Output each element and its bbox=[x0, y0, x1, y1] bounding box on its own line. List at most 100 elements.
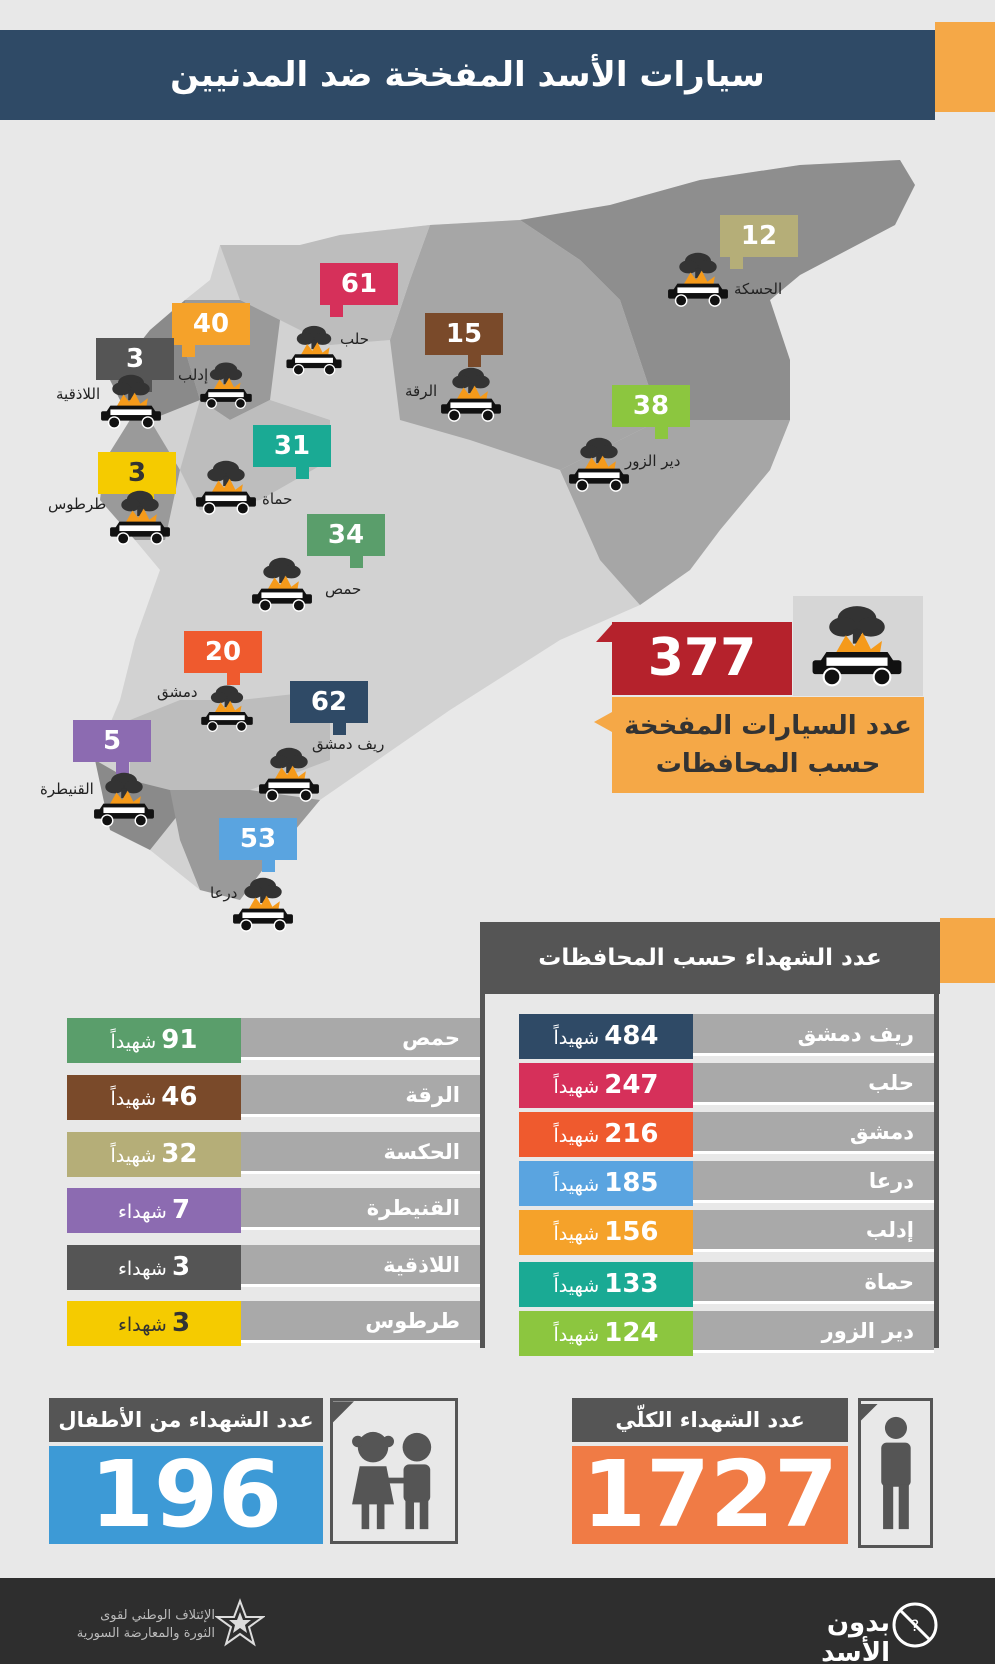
row-value: 7 شهداء bbox=[67, 1188, 241, 1233]
row-unit: شهيداً bbox=[553, 1174, 600, 1196]
row-count: 7 bbox=[171, 1195, 191, 1225]
brand-logo-icon: ? bbox=[892, 1602, 938, 1648]
table-row: دمشق 216 شهيداً bbox=[519, 1112, 934, 1157]
row-name: دير الزور bbox=[693, 1311, 934, 1353]
row-name: إدلب bbox=[693, 1210, 934, 1252]
car-bomb-icon bbox=[246, 555, 318, 613]
table-row: حمص 91 شهيداً bbox=[67, 1018, 480, 1063]
row-unit: شهيداً bbox=[110, 1088, 157, 1110]
children-icon bbox=[333, 1401, 432, 1530]
row-count: 124 bbox=[604, 1318, 659, 1348]
row-name: حلب bbox=[693, 1063, 934, 1105]
row-name: الرقة bbox=[241, 1075, 480, 1117]
table-row: طرطوس 3 شهداء bbox=[67, 1301, 480, 1346]
children-martyrs-label: عدد الشهداء من الأطفال bbox=[49, 1398, 323, 1442]
callout-daraa: 53 bbox=[219, 818, 297, 872]
footer-org-line2: الثورة والمعارضة السورية bbox=[76, 1626, 215, 1641]
total-label-tail bbox=[594, 712, 612, 732]
row-unit: شهداء bbox=[117, 1258, 167, 1280]
row-name: اللاذقية bbox=[241, 1245, 480, 1287]
table-row: الحكسة 32 شهيداً bbox=[67, 1132, 480, 1177]
total-cars-count: 377 bbox=[612, 622, 792, 695]
total-cars-tail bbox=[596, 622, 614, 642]
callout-damascus: 20 bbox=[184, 631, 262, 685]
car-bomb-icon bbox=[563, 435, 635, 493]
row-name: دمشق bbox=[693, 1112, 934, 1154]
callout-homs: 34 bbox=[307, 514, 385, 568]
row-unit: شهيداً bbox=[553, 1324, 600, 1346]
row-unit: شهداء bbox=[117, 1201, 167, 1223]
svg-text:?: ? bbox=[911, 1616, 920, 1635]
row-unit: شهيداً bbox=[553, 1275, 600, 1297]
row-value: 247 شهيداً bbox=[519, 1063, 693, 1108]
callout-hama: 31 bbox=[253, 425, 331, 479]
table-row: الرقة 46 شهيداً bbox=[67, 1075, 480, 1120]
row-name: الحكسة bbox=[241, 1132, 480, 1174]
header-bar bbox=[0, 30, 935, 120]
row-count: 32 bbox=[161, 1139, 198, 1169]
car-bomb-icon bbox=[283, 323, 345, 377]
row-value: 133 شهيداً bbox=[519, 1262, 693, 1307]
person-icon-frame bbox=[858, 1398, 933, 1548]
row-value: 46 شهيداً bbox=[67, 1075, 241, 1120]
table-row: اللاذقية 3 شهداء bbox=[67, 1245, 480, 1290]
total-martyrs-count: 1727 bbox=[572, 1446, 848, 1544]
car-bomb-icon bbox=[662, 250, 734, 308]
table-row: حماة 133 شهيداً bbox=[519, 1262, 934, 1307]
row-count: 156 bbox=[604, 1217, 659, 1247]
car-bomb-icon bbox=[253, 745, 325, 803]
total-cars-label: عدد السيارات المفخخة حسب المحافظات bbox=[612, 697, 924, 793]
car-bomb-icon bbox=[435, 365, 507, 423]
row-value: 216 شهيداً bbox=[519, 1112, 693, 1157]
person-icon bbox=[861, 1404, 911, 1530]
city-damascus: دمشق bbox=[157, 683, 198, 701]
row-count: 216 bbox=[604, 1119, 659, 1149]
callout-hasakah: 12 bbox=[720, 215, 798, 269]
callout-rifdimashq: 62 bbox=[290, 681, 368, 735]
callout-aleppo: 61 bbox=[320, 263, 398, 317]
row-count: 91 bbox=[161, 1025, 198, 1055]
callout-raqqa: 15 bbox=[425, 313, 503, 367]
callout-quneitra: 5 bbox=[73, 720, 151, 774]
row-value: 32 شهيداً bbox=[67, 1132, 241, 1177]
city-latakia: اللاذقية bbox=[56, 385, 101, 403]
city-hasakah: الحسكة bbox=[734, 280, 783, 298]
children-icon-frame bbox=[330, 1398, 458, 1544]
footer-org-name: الإئتلاف الوطني لقوى الثورة والمعارضة ال… bbox=[55, 1607, 215, 1643]
row-count: 484 bbox=[604, 1021, 659, 1051]
car-bomb-icon bbox=[807, 600, 907, 690]
table-row: القنيطرة 7 شهداء bbox=[67, 1188, 480, 1233]
city-quneitra: القنيطرة bbox=[40, 780, 94, 798]
car-bomb-icon bbox=[88, 770, 160, 828]
brand-name: بدون الأسد bbox=[821, 1608, 890, 1664]
table-row: إدلب 156 شهيداً bbox=[519, 1210, 934, 1255]
row-value: 156 شهيداً bbox=[519, 1210, 693, 1255]
row-name: حماة bbox=[693, 1262, 934, 1304]
footer bbox=[0, 1578, 995, 1664]
city-hama: حماة bbox=[262, 490, 293, 508]
row-name: حمص bbox=[241, 1018, 480, 1060]
row-unit: شهيداً bbox=[553, 1223, 600, 1245]
table-row: حلب 247 شهيداً bbox=[519, 1063, 934, 1108]
row-value: 484 شهيداً bbox=[519, 1014, 693, 1059]
row-value: 124 شهيداً bbox=[519, 1311, 693, 1356]
city-aleppo: حلب bbox=[340, 330, 369, 348]
children-martyrs-count: 196 bbox=[49, 1446, 323, 1544]
row-name: ريف دمشق bbox=[693, 1014, 934, 1056]
car-bomb-icon bbox=[227, 875, 299, 933]
city-homs: حمص bbox=[325, 580, 362, 598]
row-value: 3 شهداء bbox=[67, 1301, 241, 1346]
table-row: ريف دمشق 484 شهيداً bbox=[519, 1014, 934, 1059]
row-count: 133 bbox=[604, 1269, 659, 1299]
page-title: سيارات الأسد المفخخة ضد المدنيين bbox=[170, 55, 765, 95]
table-border bbox=[934, 994, 939, 1348]
row-unit: شهيداً bbox=[553, 1027, 600, 1049]
car-bomb-icon bbox=[190, 458, 262, 516]
callout-idlib: 40 bbox=[172, 303, 250, 357]
table-row: درعا 185 شهيداً bbox=[519, 1161, 934, 1206]
car-bomb-icon bbox=[95, 372, 167, 430]
header-accent bbox=[935, 22, 995, 112]
city-rifdimashq: ريف دمشق bbox=[312, 735, 385, 753]
table-row: دير الزور 124 شهيداً bbox=[519, 1311, 934, 1356]
row-unit: شهيداً bbox=[110, 1145, 157, 1167]
